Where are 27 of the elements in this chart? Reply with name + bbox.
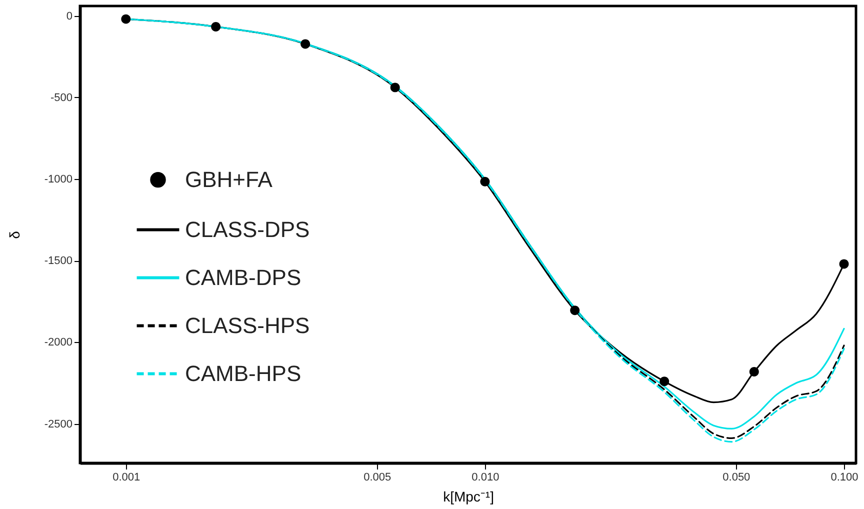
- x-tick-label: 0.005: [364, 472, 392, 484]
- y-tick-label: -2500: [44, 418, 72, 430]
- x-tick-label: 0.050: [722, 472, 750, 484]
- point: [749, 367, 759, 377]
- y-tick-label: 0: [66, 10, 72, 22]
- point: [570, 306, 580, 316]
- y-axis-title: δ: [6, 230, 22, 239]
- point: [300, 39, 310, 49]
- point: [480, 176, 490, 186]
- y-tick-label: -1000: [44, 174, 72, 186]
- legend-label: CAMB-HPS: [185, 360, 302, 386]
- legend-label: CAMB-DPS: [185, 264, 302, 290]
- y-tick-label: -500: [50, 92, 72, 104]
- y-tick-label: -1500: [44, 255, 72, 268]
- x-tick-label: 0.001: [112, 472, 140, 484]
- x-tick-label: 0.010: [472, 472, 500, 484]
- point: [121, 14, 131, 24]
- y-tick-label: -2000: [44, 336, 72, 349]
- legend-label: CLASS-DPS: [185, 216, 310, 242]
- legend-label: GBH+FA: [185, 166, 273, 192]
- point: [390, 82, 400, 92]
- point: [660, 376, 670, 386]
- legend-label: CLASS-HPS: [185, 312, 310, 338]
- point: [211, 22, 221, 32]
- point: [839, 259, 849, 269]
- x-tick-label: 0.100: [830, 472, 858, 484]
- x-axis-title: k[Mpc⁻¹]: [443, 488, 494, 504]
